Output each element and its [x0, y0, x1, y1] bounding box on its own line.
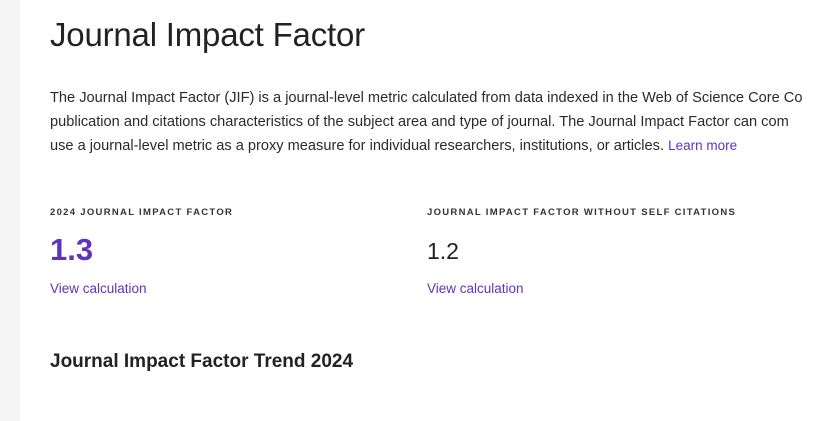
jif-without-self-citations-label: JOURNAL IMPACT FACTOR WITHOUT SELF CITAT… [427, 207, 737, 218]
jif-trend-heading: Journal Impact Factor Trend 2024 [50, 351, 354, 372]
left-sidebar-strip [0, 0, 20, 421]
description-line-2: publication and citations characteristic… [50, 114, 789, 130]
jif-value: 1.3 [50, 232, 94, 267]
jif-view-calculation-link[interactable]: View calculation [50, 281, 147, 296]
main-content: Journal Impact Factor The Journal Impact… [50, 0, 834, 421]
jif-description: The Journal Impact Factor (JIF) is a jou… [50, 86, 834, 158]
jif-label: 2024 JOURNAL IMPACT FACTOR [50, 207, 234, 218]
jif-without-self-citations-view-calculation-link[interactable]: View calculation [427, 281, 524, 296]
description-line-3-text: use a journal-level metric as a proxy me… [50, 138, 665, 154]
description-line-1: The Journal Impact Factor (JIF) is a jou… [50, 90, 803, 106]
learn-more-link[interactable]: Learn more [668, 138, 738, 153]
jif-without-self-citations-value: 1.2 [427, 238, 459, 264]
description-line-3: use a journal-level metric as a proxy me… [50, 134, 834, 158]
jif-metric: 2024 JOURNAL IMPACT FACTOR 1.3 View calc… [50, 207, 233, 298]
jif-without-self-citations-metric: JOURNAL IMPACT FACTOR WITHOUT SELF CITAT… [427, 207, 736, 298]
page-title: Journal Impact Factor [50, 16, 365, 53]
